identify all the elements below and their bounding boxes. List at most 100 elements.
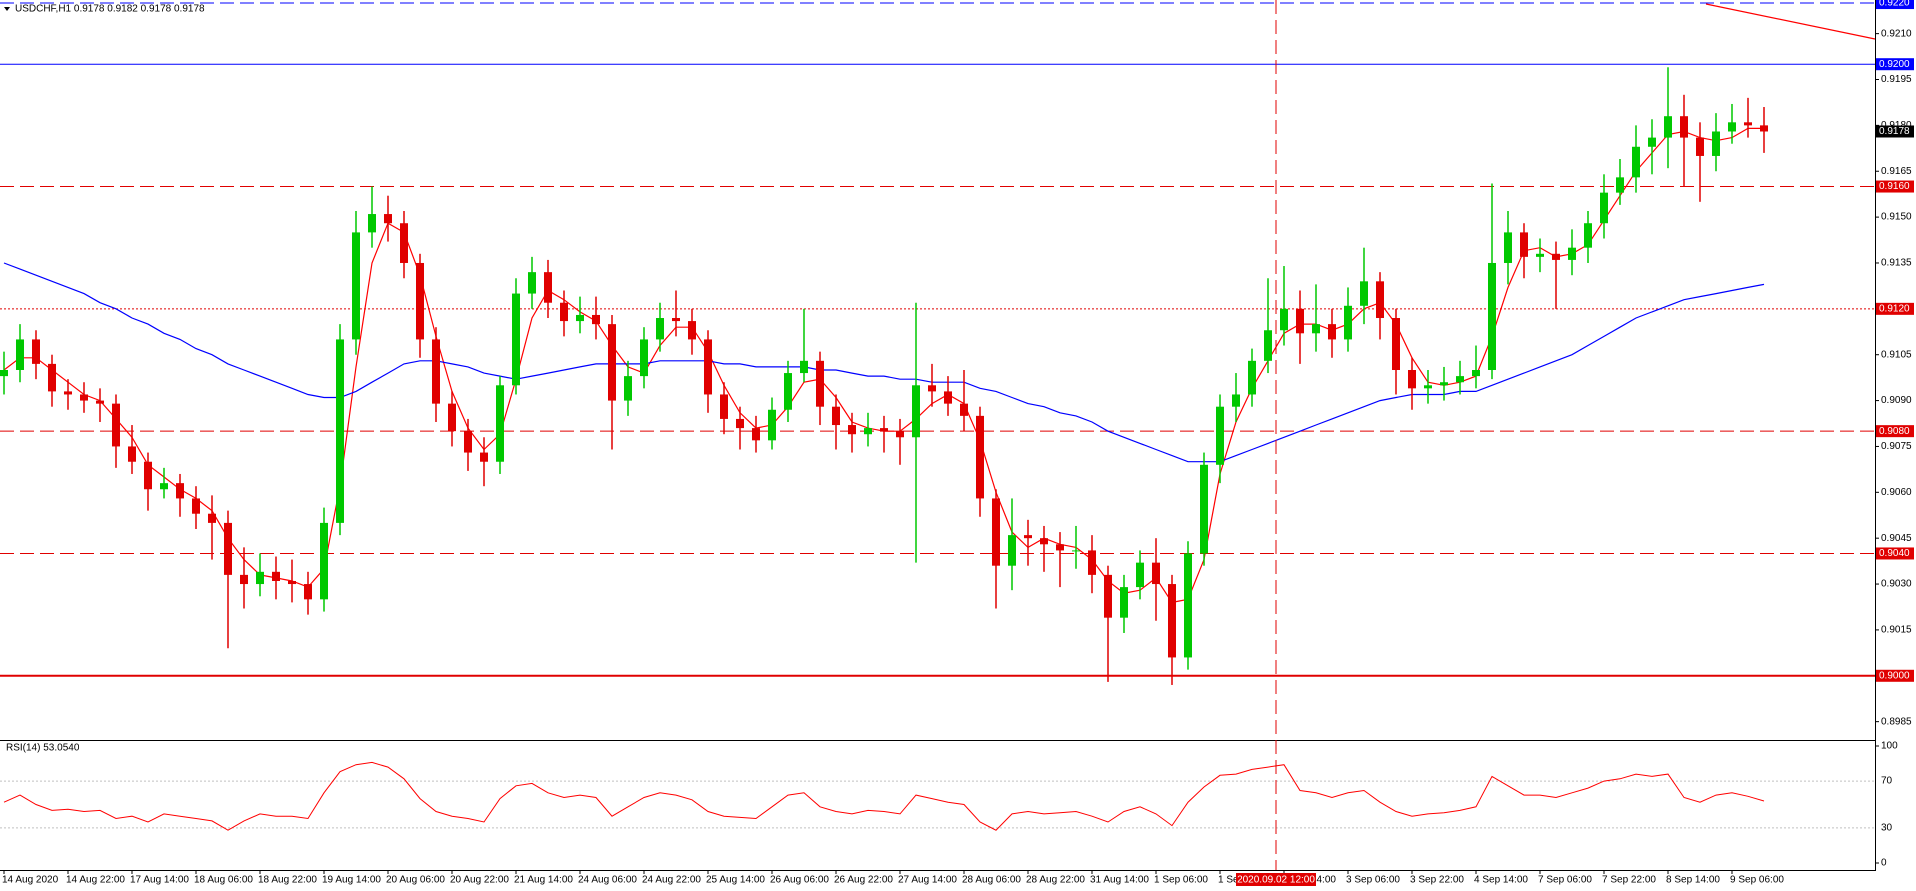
candle-body (752, 428, 760, 441)
candle-body (960, 403, 968, 416)
x-tick-label: 14 Aug 22:00 (66, 875, 125, 886)
candle-body (320, 522, 328, 600)
candle-body (864, 428, 872, 435)
y-tick-label: 0.9045 (1881, 533, 1912, 544)
candle-body (1520, 232, 1528, 257)
level-price-box (1876, 669, 1914, 682)
candle-body (784, 373, 792, 410)
candle-body (1504, 232, 1512, 263)
candle-body (1056, 544, 1064, 551)
candle-body (1312, 324, 1320, 334)
candle-body (1328, 324, 1336, 340)
x-tick-label: 1 Sep 06:00 (1154, 875, 1208, 886)
y-tick-label: 0.9090 (1881, 395, 1912, 406)
level-price-box (1876, 180, 1914, 193)
indicator-line (3, 761, 1765, 831)
candle-body (928, 385, 936, 392)
candle-body (528, 272, 536, 294)
candle-body (1264, 330, 1272, 361)
candle-body (560, 302, 568, 322)
x-tick-label: 9 Sep 06:00 (1730, 875, 1784, 886)
symbol-menu-arrow[interactable] (4, 7, 10, 11)
candle-body (160, 483, 168, 490)
candle-body (304, 584, 312, 600)
candle-body (432, 339, 440, 404)
y-tick-label: 0.9165 (1881, 166, 1912, 177)
candle-body (1744, 122, 1752, 126)
candle-body (1168, 584, 1176, 658)
candle-body (1120, 587, 1128, 618)
x-tick-label: 18 Aug 22:00 (258, 875, 317, 886)
x-tick-label: 3 Sep 06:00 (1346, 875, 1400, 886)
level-price-box (1876, 0, 1914, 10)
candle-body (1584, 223, 1592, 248)
candle-body (480, 452, 488, 462)
candle-body (624, 376, 632, 401)
x-tick-label: 18 Aug 06:00 (194, 875, 253, 886)
level-price-label: 0.9120 (1879, 303, 1910, 314)
level-price-label: 0.9160 (1879, 181, 1910, 192)
candle-body (1232, 394, 1240, 407)
candle-body (1088, 550, 1096, 575)
candle-body (912, 385, 920, 438)
x-tick-label: 26 Aug 22:00 (834, 875, 893, 886)
candle-body (1760, 125, 1768, 132)
candle-body (1664, 116, 1672, 138)
x-tick-label: 8 Sep 14:00 (1666, 875, 1720, 886)
x-tick-label: 17 Aug 14:00 (130, 875, 189, 886)
last-price-label: 0.9178 (1879, 126, 1910, 137)
candle-body (816, 360, 824, 407)
last-price-box (1876, 125, 1914, 138)
candle-body (1424, 385, 1432, 389)
candle-body (352, 232, 360, 340)
candle-body (1600, 192, 1608, 224)
indicator-label: RSI(14) 53.0540 (6, 743, 80, 754)
candle-body (1184, 553, 1192, 658)
y-tick-label: 0.9030 (1881, 579, 1912, 590)
candle-body (1456, 376, 1464, 383)
symbol-info: USDCHF,H1 0.9178 0.9182 0.9178 0.9178 (15, 4, 205, 15)
candle-body (224, 522, 232, 575)
x-tick-label: 20 Aug 06:00 (386, 875, 445, 886)
candle-body (64, 391, 72, 395)
y-tick-label: 0.9060 (1881, 487, 1912, 498)
candle-body (608, 324, 616, 401)
candle-body (640, 339, 648, 377)
x-tick-label: 27 Aug 14:00 (898, 875, 957, 886)
x-tick-label: 4 Sep 14:00 (1474, 875, 1528, 886)
candle-body (1488, 262, 1496, 370)
candle-body (656, 318, 664, 340)
y-tick-label: 0.9195 (1881, 74, 1912, 85)
level-price-label: 0.9000 (1879, 670, 1910, 681)
candle-body (544, 272, 552, 303)
candle-body (512, 293, 520, 386)
candle-body (256, 571, 264, 585)
candle-body (1536, 253, 1544, 257)
candle-body (1408, 370, 1416, 389)
candle-body (448, 403, 456, 432)
level-price-label: 0.9080 (1879, 426, 1910, 437)
candle-body (1296, 308, 1304, 334)
candle-body (1472, 370, 1480, 377)
candle-body (1104, 574, 1112, 618)
candle-body (992, 498, 1000, 566)
candle-body (1024, 535, 1032, 539)
candle-body (96, 400, 104, 404)
level-price-label: 0.9200 (1879, 59, 1910, 70)
candle-body (576, 314, 584, 322)
candle-body (32, 339, 40, 364)
x-tick-label: 24 Aug 06:00 (578, 875, 637, 886)
y-tick-label: 0.9105 (1881, 349, 1912, 360)
candle-body (208, 513, 216, 523)
level-price-label: 0.9040 (1879, 548, 1910, 559)
candle-body (336, 339, 344, 523)
candle-body (1376, 281, 1384, 319)
x-tick-label: 7 Sep 06:00 (1538, 875, 1592, 886)
candle-body (128, 446, 136, 462)
y-tick-label: 0.9135 (1881, 258, 1912, 269)
indicator-tick-label: 0 (1881, 858, 1887, 869)
x-tick-label: 24 Aug 22:00 (642, 875, 701, 886)
candle-body (48, 363, 56, 392)
